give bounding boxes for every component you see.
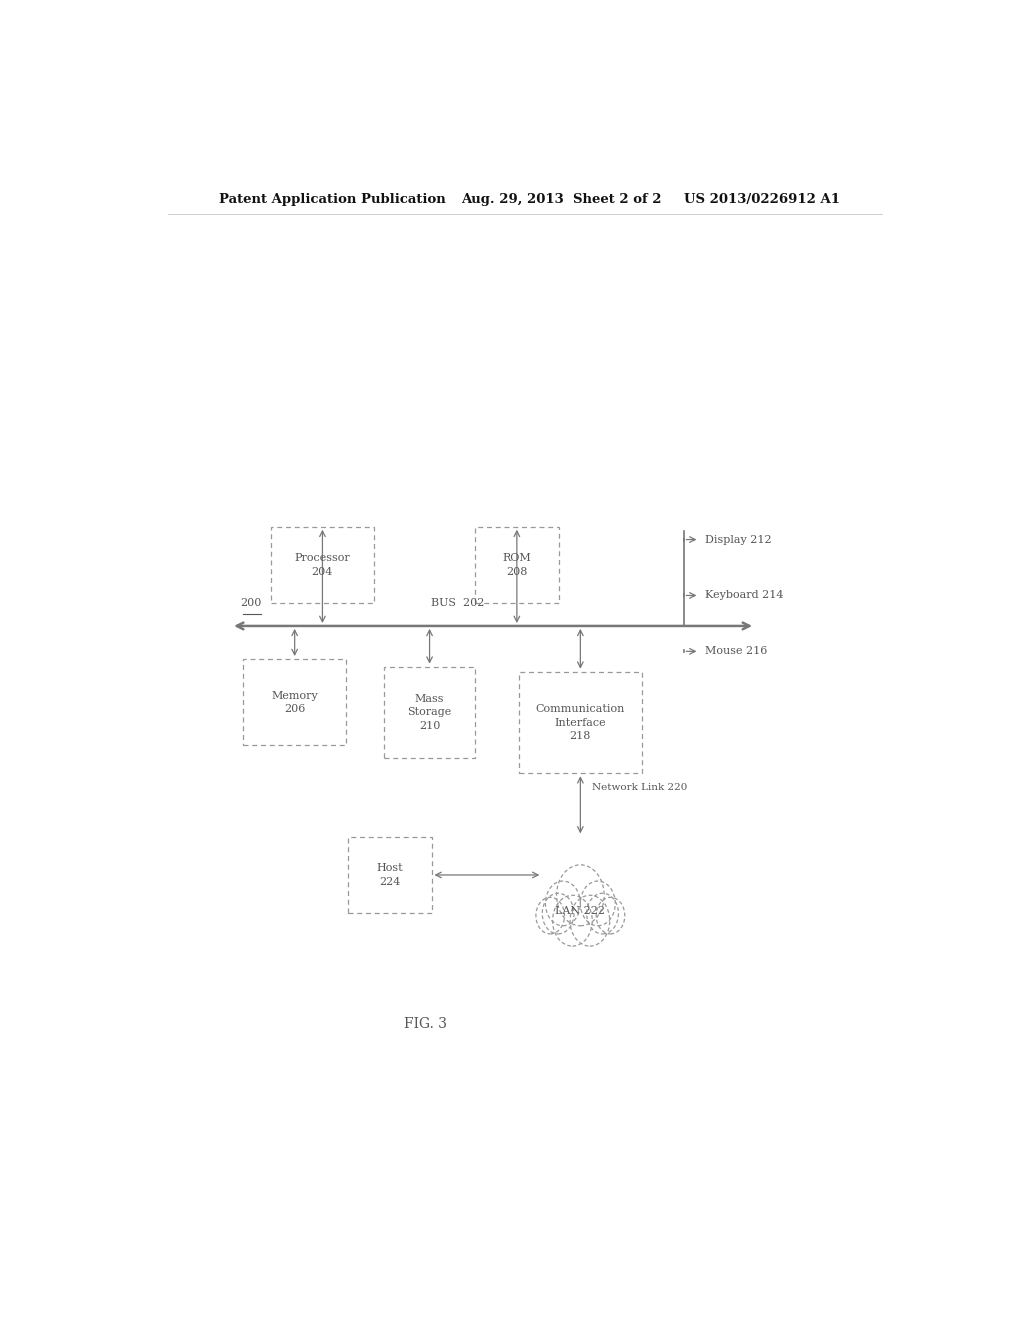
Text: Memory
206: Memory 206 (271, 690, 318, 714)
Text: 200: 200 (241, 598, 262, 607)
FancyBboxPatch shape (519, 672, 642, 774)
Text: ROM
208: ROM 208 (503, 553, 531, 577)
Circle shape (587, 894, 618, 935)
Text: Aug. 29, 2013  Sheet 2 of 2: Aug. 29, 2013 Sheet 2 of 2 (461, 193, 662, 206)
Circle shape (570, 895, 609, 946)
Circle shape (536, 898, 564, 935)
Circle shape (581, 880, 615, 925)
FancyBboxPatch shape (348, 837, 431, 913)
Text: Mass
Storage
210: Mass Storage 210 (408, 694, 452, 730)
Text: US 2013/0226912 A1: US 2013/0226912 A1 (684, 193, 840, 206)
Text: Host
224: Host 224 (377, 863, 403, 887)
FancyBboxPatch shape (243, 659, 346, 746)
Circle shape (553, 895, 592, 946)
Text: LAN 222: LAN 222 (555, 906, 605, 916)
Text: Display 212: Display 212 (705, 535, 771, 545)
Text: BUS  202: BUS 202 (431, 598, 484, 607)
FancyBboxPatch shape (475, 527, 558, 603)
Text: Mouse 216: Mouse 216 (705, 647, 767, 656)
FancyBboxPatch shape (270, 527, 374, 603)
Circle shape (557, 865, 604, 925)
Circle shape (543, 894, 574, 935)
Circle shape (596, 898, 625, 935)
Text: Network Link 220: Network Link 220 (592, 784, 688, 792)
Text: Communication
Interface
218: Communication Interface 218 (536, 705, 625, 741)
Text: FIG. 3: FIG. 3 (404, 1018, 447, 1031)
Text: Keyboard 214: Keyboard 214 (705, 590, 783, 601)
FancyBboxPatch shape (384, 667, 475, 758)
Text: Patent Application Publication: Patent Application Publication (219, 193, 446, 206)
Text: Processor
204: Processor 204 (295, 553, 350, 577)
Circle shape (546, 880, 581, 925)
